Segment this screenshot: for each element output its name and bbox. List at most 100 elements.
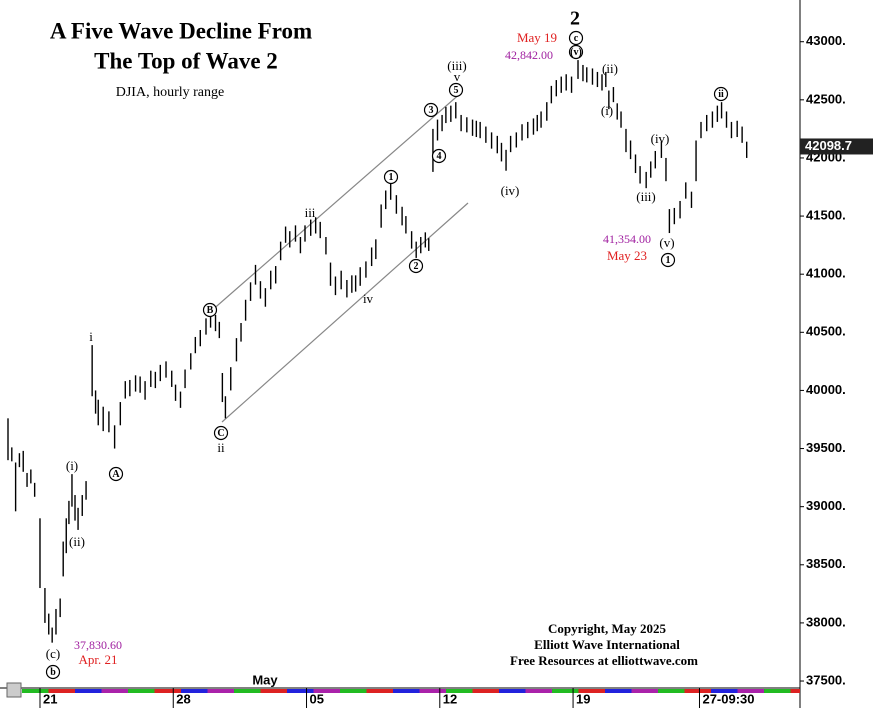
y-tick-label: 41000.	[806, 266, 846, 281]
wave-circle	[660, 252, 676, 268]
x-tick-label: 27-09:30	[702, 691, 754, 706]
wave-label: Apr. 21	[79, 652, 118, 667]
x-tick-label: 19	[576, 691, 590, 706]
x-tick-label: 28	[176, 691, 190, 706]
session-strip	[446, 689, 473, 693]
wave-circle	[713, 86, 729, 102]
session-strip	[525, 689, 552, 693]
y-tick-label: 39500.	[806, 440, 846, 455]
wave-circle	[45, 664, 61, 680]
wave-label: v	[454, 69, 461, 84]
session-strip	[658, 689, 685, 693]
wave-label: (iii)	[636, 189, 656, 204]
wave-circle	[431, 148, 447, 164]
session-strip	[260, 689, 287, 693]
wave-circle	[568, 30, 584, 46]
wave-label: 41,354.00	[603, 232, 651, 246]
session-strip	[684, 689, 711, 693]
wave-label: 1	[389, 172, 394, 183]
session-strip	[366, 689, 393, 693]
session-strip	[790, 689, 800, 693]
wave-label: (iv)	[651, 131, 670, 146]
wave-label: 1	[666, 255, 671, 266]
wave-circle	[408, 258, 424, 274]
wave-label: 2	[570, 8, 580, 30]
session-strip	[737, 689, 764, 693]
wave-label: ii	[718, 89, 724, 100]
y-tick-label: 41500.	[806, 208, 846, 223]
wave-circle	[423, 102, 439, 118]
wave-label: B	[207, 305, 214, 316]
x-tick-label: 12	[443, 691, 457, 706]
wave-label: iv	[363, 291, 374, 306]
wave-label: ii	[217, 440, 225, 455]
session-strip	[181, 689, 208, 693]
footer: Elliott Wave International	[534, 637, 680, 652]
session-strip	[234, 689, 261, 693]
corner-button[interactable]	[6, 682, 22, 698]
wave-label: 4	[437, 151, 442, 162]
y-tick-label: 43000.	[806, 33, 846, 48]
chart-title: The Top of Wave 2	[94, 48, 278, 73]
session-strip	[631, 689, 658, 693]
wave-label: (i)	[601, 103, 613, 118]
session-strip	[75, 689, 102, 693]
y-tick-label: 37500.	[806, 672, 846, 687]
wave-label: (c)	[46, 646, 60, 661]
session-strip	[393, 689, 420, 693]
last-price-box	[800, 138, 873, 155]
wave-circle	[448, 82, 464, 98]
session-strip	[48, 689, 75, 693]
wave-label: May 19	[517, 30, 557, 45]
footer: Free Resources at elliottwave.com	[510, 653, 698, 668]
wave-label: 5	[454, 85, 459, 96]
wave-circle	[202, 302, 218, 318]
wave-label: i	[89, 329, 93, 344]
session-strip	[419, 689, 446, 693]
session-strip	[22, 689, 49, 693]
y-tick-label: 39000.	[806, 498, 846, 513]
x-tick-label: 21	[43, 691, 57, 706]
wave-label: (iii)	[447, 58, 467, 73]
wave-label: iii	[305, 205, 316, 220]
y-tick-label: 40000.	[806, 382, 846, 397]
wave-label: 3	[429, 105, 434, 116]
channel-line	[221, 202, 469, 423]
session-strip	[711, 689, 738, 693]
wave-label: 2	[414, 261, 419, 272]
wave-label: May 23	[607, 248, 647, 263]
y-tick-label: 42500.	[806, 91, 846, 106]
wave-label: (v)	[659, 235, 674, 250]
wave-label: 37,830.60	[74, 638, 122, 652]
session-strip	[552, 689, 579, 693]
wave-label: (iv)	[501, 183, 520, 198]
wave-label: A	[112, 469, 120, 480]
session-strip	[764, 689, 791, 693]
session-strip	[207, 689, 234, 693]
wave-label: b	[50, 667, 56, 678]
chart-title: A Five Wave Decline From	[50, 18, 312, 43]
session-strip	[472, 689, 499, 693]
wave-circle	[383, 169, 399, 185]
wave-circle	[568, 44, 584, 60]
wave-label: 42,842.00	[505, 48, 553, 62]
session-strip	[128, 689, 155, 693]
wave-label: (ii)	[602, 61, 618, 76]
y-tick-label: 38500.	[806, 556, 846, 571]
y-tick-label: 40500.	[806, 324, 846, 339]
wave-label: c	[574, 33, 579, 44]
session-strip	[101, 689, 128, 693]
chart-subtitle: DJIA, hourly range	[116, 85, 224, 100]
channel-line	[209, 91, 463, 313]
session-strip	[340, 689, 367, 693]
month-label: May	[252, 672, 278, 687]
session-strip	[287, 689, 314, 693]
session-strip	[313, 689, 340, 693]
wave-label: (ii)	[69, 534, 85, 549]
wave-circle	[213, 425, 229, 441]
wave-circle	[108, 466, 124, 482]
session-strip	[154, 689, 181, 693]
wave-label: (i)	[66, 458, 78, 473]
